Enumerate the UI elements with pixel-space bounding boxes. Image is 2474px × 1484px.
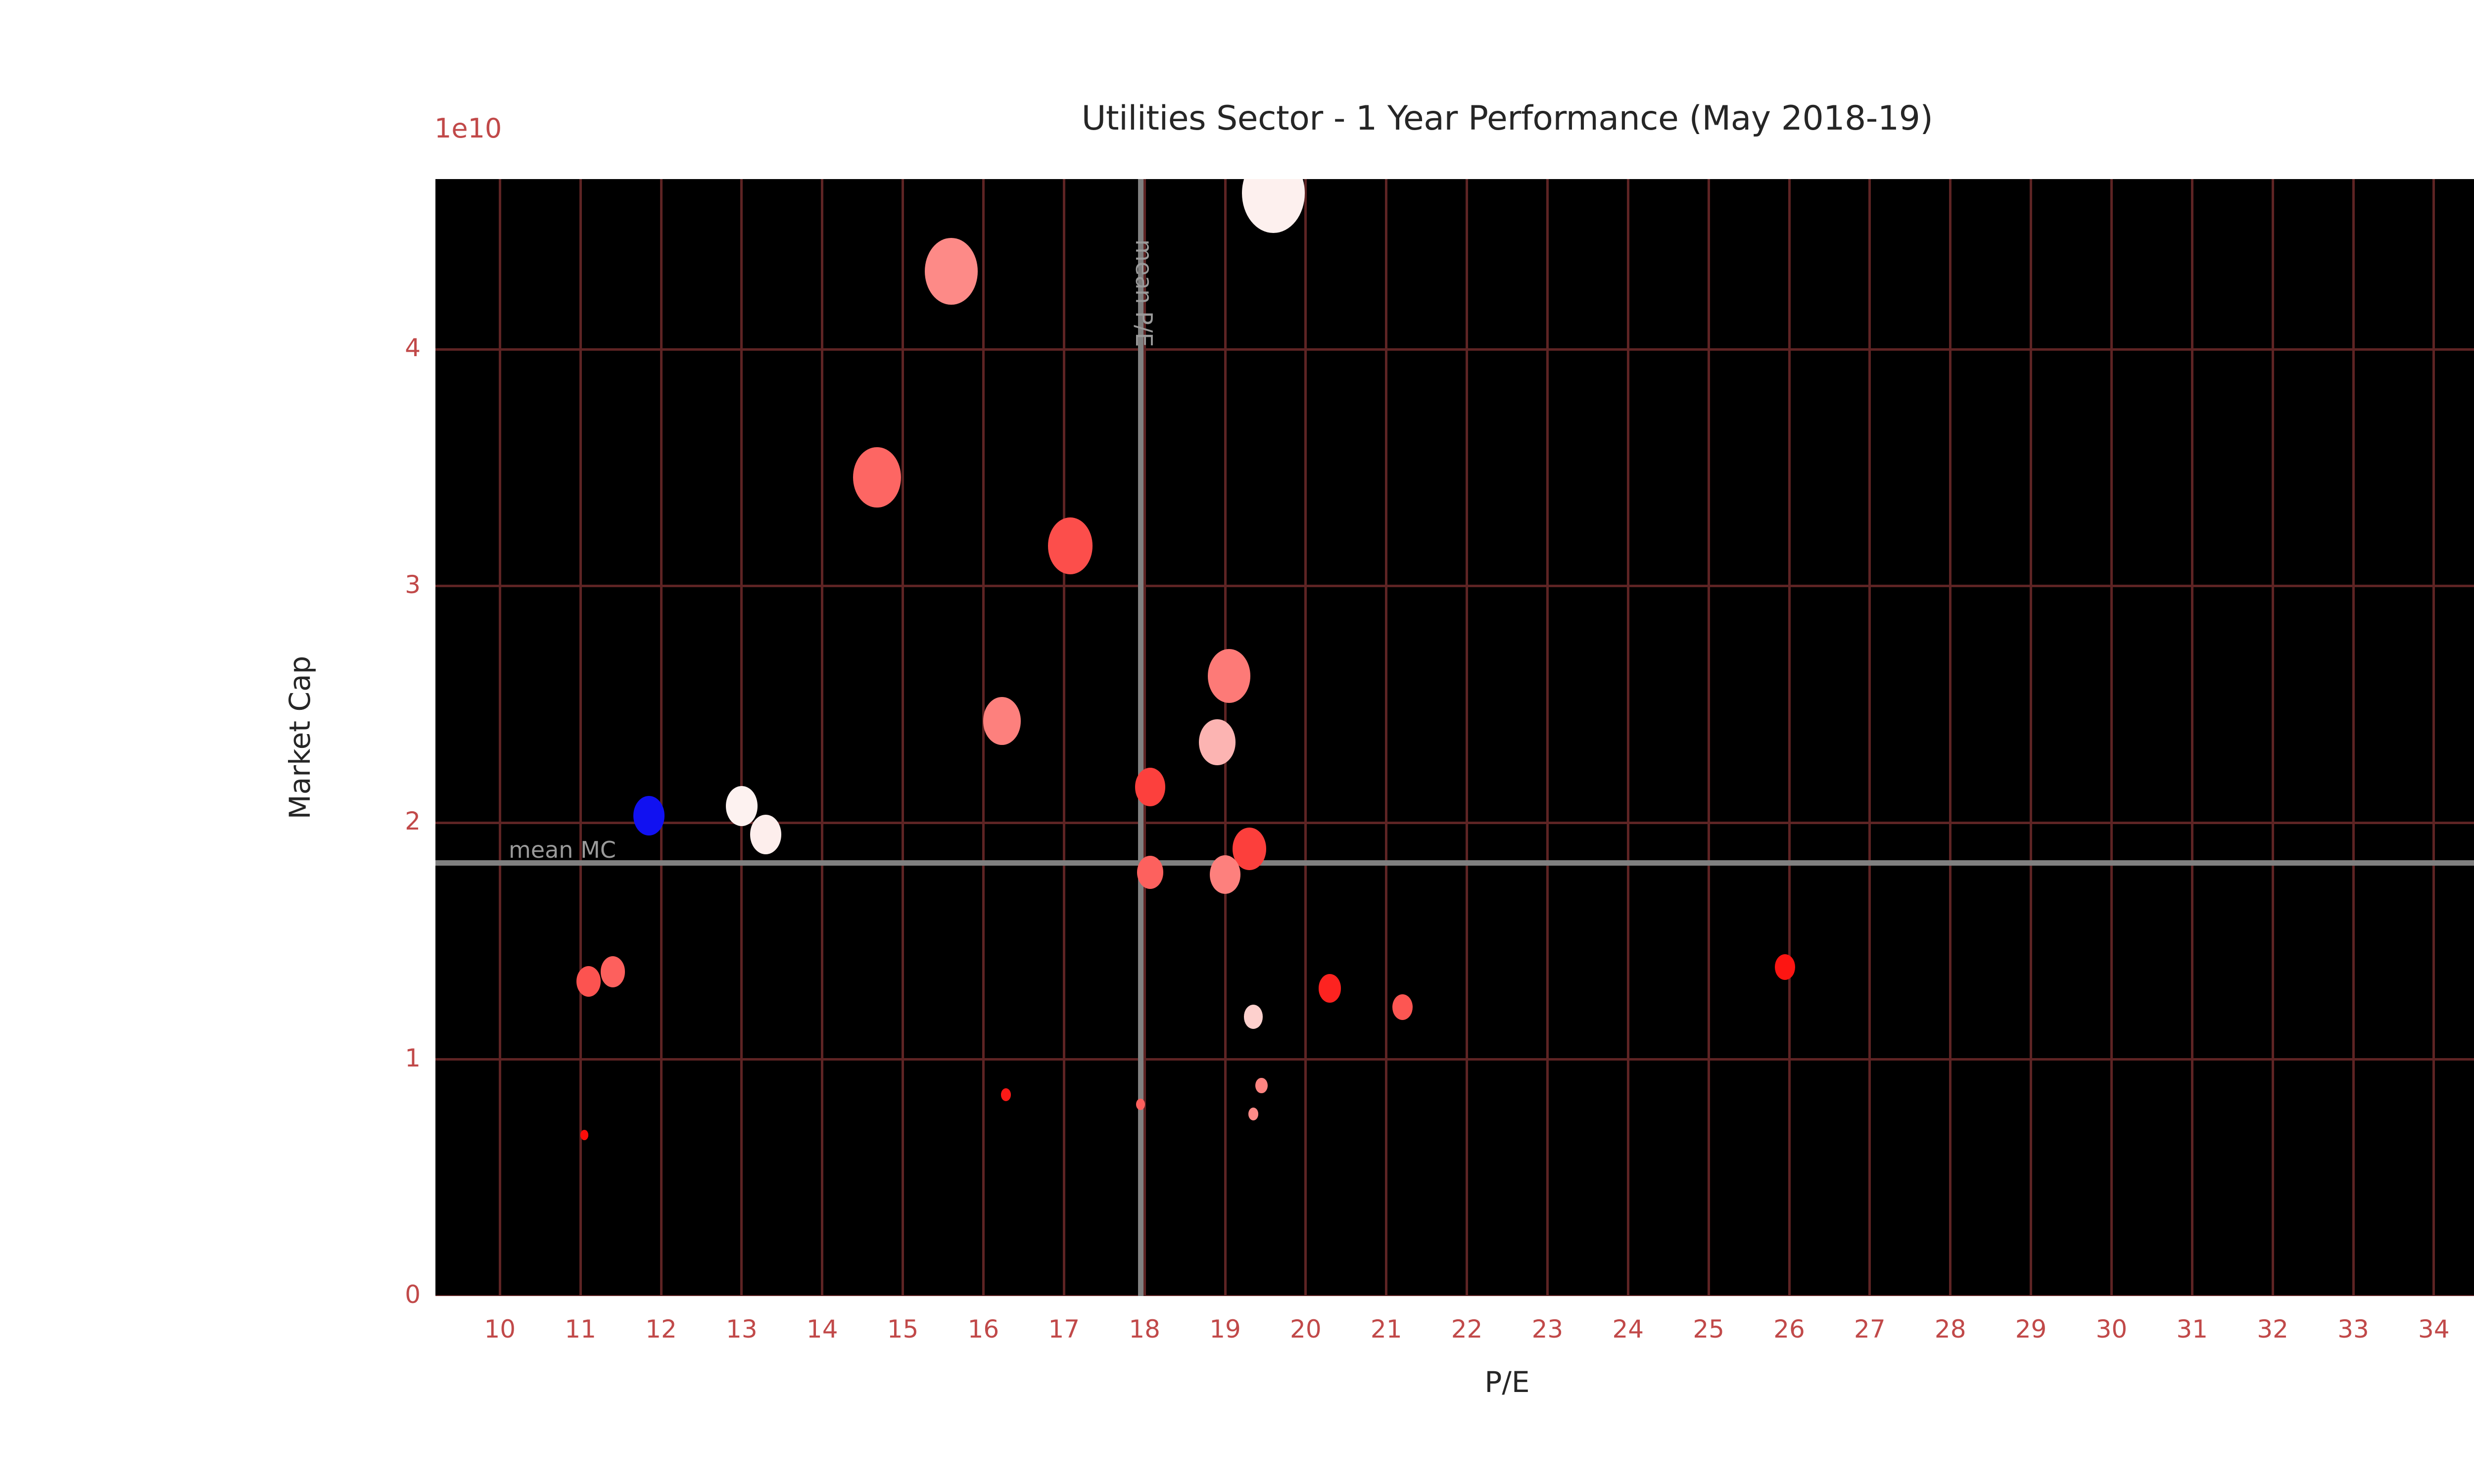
scatter-point <box>1242 179 1305 233</box>
scatter-point <box>1392 994 1413 1020</box>
x-tick-label: 16 <box>967 1315 999 1344</box>
horizontal-gridline <box>435 585 2474 588</box>
y-axis-offset-text: 1e10 <box>434 113 502 144</box>
vertical-gridline <box>1707 179 1710 1296</box>
page-title: Utilities Sector - 1 Year Performance (M… <box>1081 99 1933 138</box>
scatter-point <box>1208 649 1251 703</box>
vertical-gridline <box>498 179 501 1296</box>
vertical-gridline <box>1626 179 1629 1296</box>
vertical-gridline <box>1466 179 1469 1296</box>
vertical-gridline <box>1143 179 1146 1296</box>
x-tick-label: 18 <box>1129 1315 1160 1344</box>
scatter-point <box>1243 1004 1263 1029</box>
vertical-gridline <box>579 179 582 1296</box>
x-tick-label: 32 <box>2257 1315 2288 1344</box>
x-tick-label: 11 <box>565 1315 596 1344</box>
y-tick-label: 3 <box>405 570 421 599</box>
scatter-point <box>1248 1107 1259 1120</box>
vertical-gridline <box>902 179 904 1296</box>
x-tick-label: 20 <box>1290 1315 1322 1344</box>
vertical-gridline <box>1868 179 1871 1296</box>
x-tick-label: 23 <box>1531 1315 1564 1344</box>
x-tick-label: 14 <box>806 1315 838 1344</box>
x-tick-label: 29 <box>2015 1315 2047 1344</box>
vertical-gridline <box>660 179 663 1296</box>
x-axis-label: P/E <box>1484 1365 1530 1399</box>
scatter-point <box>1000 1088 1011 1102</box>
scatter-point <box>1319 974 1341 1003</box>
scatter-point <box>1136 1098 1145 1111</box>
x-tick-label: 34 <box>2418 1315 2450 1344</box>
mean-pe-line <box>1138 179 1143 1296</box>
scatter-point <box>1198 719 1236 766</box>
scatter-point <box>1137 855 1164 889</box>
y-tick-label: 2 <box>405 807 421 836</box>
y-tick-label: 1 <box>405 1043 421 1072</box>
vertical-gridline <box>2271 179 2274 1296</box>
vertical-gridline <box>1304 179 1307 1296</box>
scatter-point <box>1775 954 1796 980</box>
x-tick-label: 33 <box>2337 1315 2369 1344</box>
x-tick-label: 10 <box>484 1315 516 1344</box>
vertical-gridline <box>1385 179 1388 1296</box>
x-tick-label: 12 <box>645 1315 677 1344</box>
x-tick-label: 19 <box>1209 1315 1241 1344</box>
x-tick-label: 25 <box>1693 1315 1724 1344</box>
x-tick-label: 21 <box>1370 1315 1402 1344</box>
scatter-point <box>924 237 978 305</box>
scatter-point <box>576 966 601 997</box>
vertical-gridline <box>2190 179 2193 1296</box>
mean-mc-line <box>435 860 2474 866</box>
x-tick-label: 30 <box>2095 1315 2128 1344</box>
vertical-gridline <box>2432 179 2435 1296</box>
horizontal-gridline <box>435 348 2474 351</box>
x-tick-label: 26 <box>1773 1315 1805 1344</box>
horizontal-gridline <box>435 821 2474 824</box>
vertical-gridline <box>740 179 743 1296</box>
scatter-point <box>1135 768 1166 807</box>
vertical-gridline <box>1546 179 1549 1296</box>
vertical-gridline <box>1949 179 1952 1296</box>
x-tick-label: 22 <box>1451 1315 1483 1344</box>
mean-pe-label: mean P/E <box>1131 239 1157 347</box>
horizontal-gridline <box>435 1295 2474 1296</box>
vertical-gridline <box>1788 179 1791 1296</box>
mean-mc-label: mean MC <box>509 836 616 863</box>
vertical-gridline <box>2352 179 2355 1296</box>
scatter-point <box>1210 855 1240 894</box>
scatter-point <box>633 795 665 836</box>
scatter-point <box>1233 827 1266 870</box>
x-tick-label: 31 <box>2176 1315 2208 1344</box>
x-tick-label: 28 <box>1934 1315 1966 1344</box>
scatter-point <box>726 786 758 827</box>
x-tick-label: 17 <box>1048 1315 1080 1344</box>
plot-area: mean P/E mean MC <box>435 179 2474 1296</box>
x-tick-label: 15 <box>887 1315 919 1344</box>
vertical-gridline <box>1062 179 1065 1296</box>
x-tick-label: 24 <box>1612 1315 1644 1344</box>
vertical-gridline <box>982 179 985 1296</box>
scatter-point <box>853 447 901 508</box>
vertical-gridline <box>2110 179 2113 1296</box>
scatter-point <box>1255 1077 1268 1093</box>
scatter-point <box>1048 517 1093 574</box>
scatter-point <box>983 697 1021 745</box>
vertical-gridline <box>2030 179 2033 1296</box>
scatter-point <box>580 1130 589 1141</box>
y-tick-label: 0 <box>405 1280 421 1309</box>
x-tick-label: 13 <box>726 1315 758 1344</box>
scatter-point <box>600 956 625 987</box>
scatter-point <box>750 814 782 855</box>
vertical-gridline <box>821 179 824 1296</box>
horizontal-gridline <box>435 1058 2474 1061</box>
y-axis-label: Market Cap <box>283 655 317 820</box>
y-tick-label: 4 <box>405 333 421 363</box>
x-tick-label: 27 <box>1854 1315 1886 1344</box>
